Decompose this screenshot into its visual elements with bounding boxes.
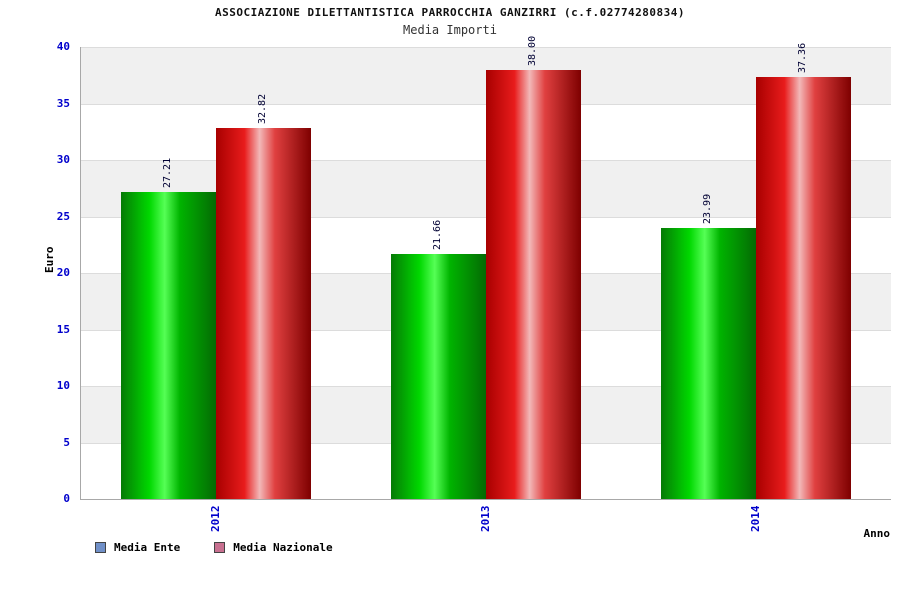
- bar-media-ente: [121, 191, 216, 499]
- plot-area: [80, 47, 891, 500]
- bar-media-ente: [391, 254, 486, 499]
- bar-media-nazionale: [216, 128, 311, 499]
- x-tick-label: 2014: [748, 505, 762, 533]
- y-tick-label: 0: [63, 492, 70, 505]
- bar-value-label: 21.66: [431, 220, 443, 251]
- y-tick-label: 40: [56, 40, 70, 53]
- x-tick-label: 2013: [478, 505, 492, 533]
- legend-label-media-nazionale: Media Nazionale: [233, 541, 333, 554]
- chart-title: ASSOCIAZIONE DILETTANTISTICA PARROCCHIA …: [214, 6, 686, 19]
- grid-line: [81, 47, 891, 48]
- y-tick-label: 25: [56, 209, 70, 223]
- bar-value-label: 37.36: [796, 42, 808, 73]
- bar-media-ente: [661, 227, 756, 499]
- bar-value-label: 32.82: [256, 94, 268, 125]
- y-tick-label: 5: [63, 435, 70, 449]
- legend-item-media-nazionale: Media Nazionale: [214, 541, 333, 554]
- bar-media-nazionale: [756, 76, 851, 499]
- chart-subtitle: Media Importi: [403, 23, 497, 37]
- y-tick-label: 20: [56, 266, 70, 279]
- y-tick-label: 15: [56, 322, 70, 336]
- legend-swatch-media-nazionale: [214, 542, 226, 553]
- bar-media-nazionale: [486, 69, 581, 499]
- bar-value-label: 27.21: [161, 157, 173, 188]
- legend-label-media-ente: Media Ente: [114, 541, 181, 554]
- legend: Media Ente Media Nazionale: [95, 541, 333, 554]
- bar-value-label: 23.99: [701, 193, 713, 224]
- y-axis-title: Euro: [43, 246, 56, 273]
- bar-value-label: 38.00: [526, 35, 538, 66]
- x-axis-title: Anno: [863, 527, 891, 540]
- y-tick-label: 10: [56, 379, 70, 392]
- legend-item-media-ente: Media Ente: [95, 541, 180, 554]
- legend-swatch-media-ente: [95, 542, 106, 553]
- y-tick-label: 30: [56, 153, 70, 166]
- x-tick-label: 2012: [208, 505, 222, 533]
- y-tick-label: 35: [56, 96, 70, 110]
